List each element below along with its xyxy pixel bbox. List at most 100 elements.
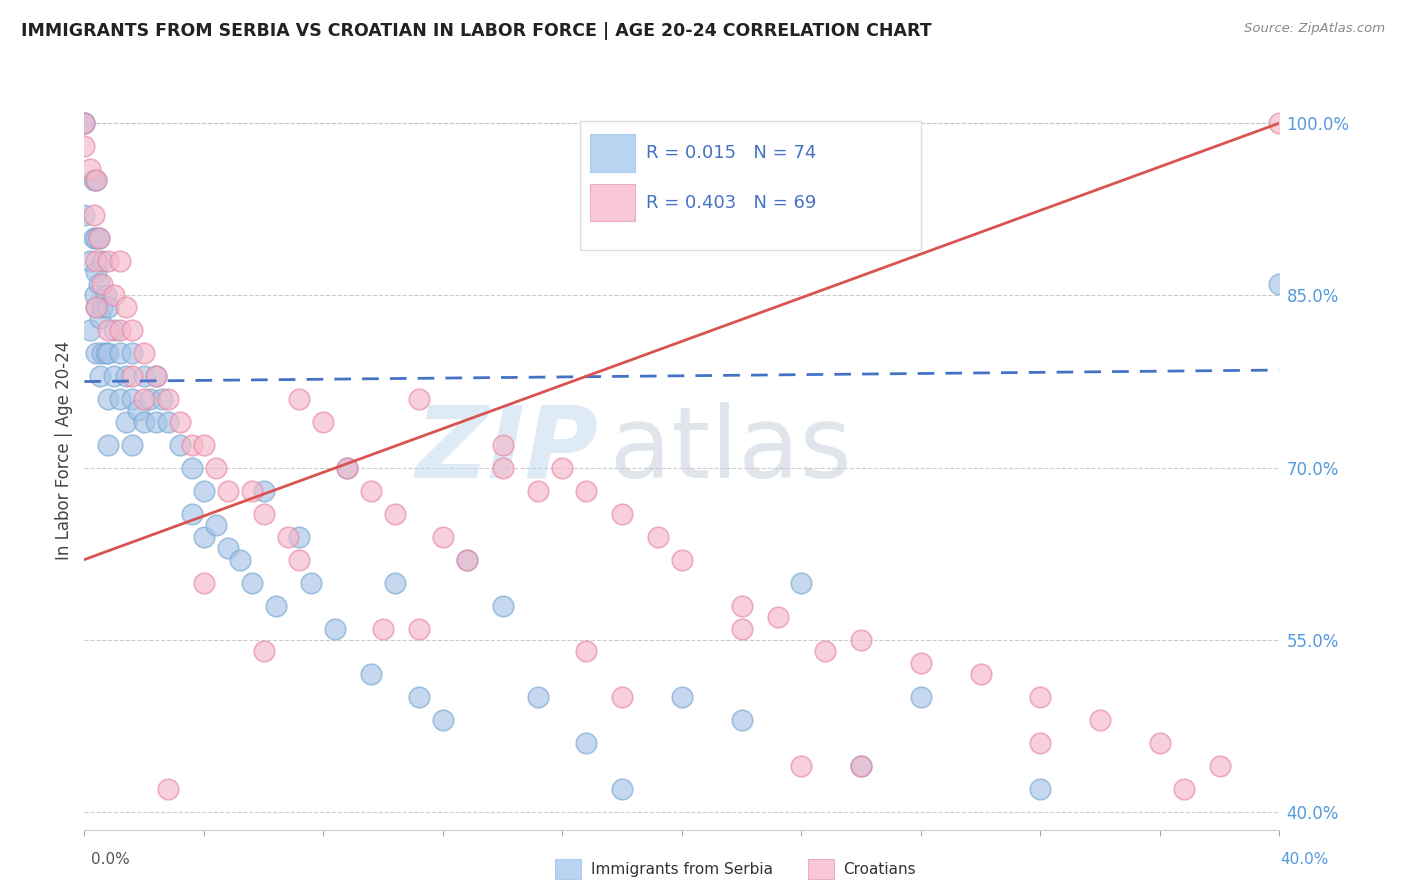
- Point: [91, 300, 114, 314]
- Point: [121, 438, 143, 452]
- Point: [456, 552, 478, 566]
- Point: [132, 415, 156, 429]
- Point: [1029, 690, 1052, 705]
- Text: atlas: atlas: [610, 402, 852, 499]
- Point: [97, 300, 120, 314]
- Point: [110, 346, 132, 360]
- Point: [132, 392, 156, 406]
- Point: [79, 323, 101, 337]
- Point: [145, 415, 167, 429]
- Point: [575, 483, 598, 498]
- Point: [360, 483, 382, 498]
- Point: [1268, 277, 1291, 291]
- Point: [217, 483, 239, 498]
- Text: Immigrants from Serbia: Immigrants from Serbia: [591, 863, 772, 877]
- Point: [731, 599, 754, 613]
- Point: [790, 759, 813, 773]
- Point: [121, 346, 143, 360]
- Point: [527, 483, 550, 498]
- Point: [169, 415, 191, 429]
- Point: [157, 782, 180, 797]
- Point: [301, 575, 323, 590]
- Point: [277, 530, 299, 544]
- Point: [1029, 736, 1052, 750]
- Point: [181, 460, 204, 475]
- Point: [575, 736, 598, 750]
- Point: [181, 507, 204, 521]
- Point: [145, 368, 167, 383]
- Point: [132, 346, 156, 360]
- Point: [851, 759, 873, 773]
- Point: [86, 346, 108, 360]
- Point: [492, 460, 515, 475]
- Point: [94, 346, 117, 360]
- Point: [87, 277, 110, 291]
- Point: [360, 667, 382, 681]
- Point: [97, 346, 120, 360]
- Point: [647, 530, 669, 544]
- Point: [115, 300, 138, 314]
- Point: [121, 368, 143, 383]
- Point: [97, 438, 120, 452]
- Text: IMMIGRANTS FROM SERBIA VS CROATIAN IN LABOR FORCE | AGE 20-24 CORRELATION CHART: IMMIGRANTS FROM SERBIA VS CROATIAN IN LA…: [21, 22, 932, 40]
- Text: ZIP: ZIP: [415, 402, 599, 499]
- FancyBboxPatch shape: [591, 135, 636, 172]
- Point: [91, 346, 114, 360]
- Point: [1029, 782, 1052, 797]
- Point: [240, 483, 263, 498]
- Point: [205, 460, 228, 475]
- Point: [229, 552, 252, 566]
- Point: [492, 599, 515, 613]
- Point: [181, 438, 204, 452]
- Point: [384, 575, 406, 590]
- Point: [193, 438, 215, 452]
- Point: [150, 392, 173, 406]
- Point: [790, 575, 813, 590]
- Point: [253, 644, 276, 658]
- Point: [731, 622, 754, 636]
- Point: [851, 633, 873, 648]
- Point: [86, 231, 108, 245]
- Point: [97, 323, 120, 337]
- Point: [157, 392, 180, 406]
- Point: [91, 254, 114, 268]
- Point: [84, 288, 107, 302]
- Point: [86, 173, 108, 187]
- FancyBboxPatch shape: [581, 120, 921, 250]
- Point: [612, 690, 634, 705]
- Point: [73, 208, 96, 222]
- Point: [193, 530, 215, 544]
- Point: [110, 392, 132, 406]
- Point: [851, 759, 873, 773]
- Point: [89, 368, 111, 383]
- Point: [408, 392, 430, 406]
- Point: [325, 622, 347, 636]
- Text: 40.0%: 40.0%: [1281, 852, 1329, 867]
- Point: [193, 575, 215, 590]
- Point: [110, 254, 132, 268]
- Point: [575, 644, 598, 658]
- Point: [671, 690, 693, 705]
- Point: [89, 311, 111, 326]
- Point: [86, 265, 108, 279]
- Point: [169, 438, 191, 452]
- Point: [336, 460, 359, 475]
- Point: [1173, 782, 1195, 797]
- Point: [240, 575, 263, 590]
- Point: [527, 690, 550, 705]
- Point: [814, 644, 837, 658]
- Point: [432, 530, 454, 544]
- Point: [86, 300, 108, 314]
- Point: [79, 254, 101, 268]
- Point: [432, 714, 454, 728]
- Point: [110, 323, 132, 337]
- Point: [910, 690, 932, 705]
- Point: [103, 368, 125, 383]
- Point: [127, 403, 149, 417]
- Point: [288, 530, 311, 544]
- Point: [121, 392, 143, 406]
- Point: [139, 392, 162, 406]
- Point: [217, 541, 239, 555]
- Point: [79, 161, 101, 176]
- Point: [83, 173, 105, 187]
